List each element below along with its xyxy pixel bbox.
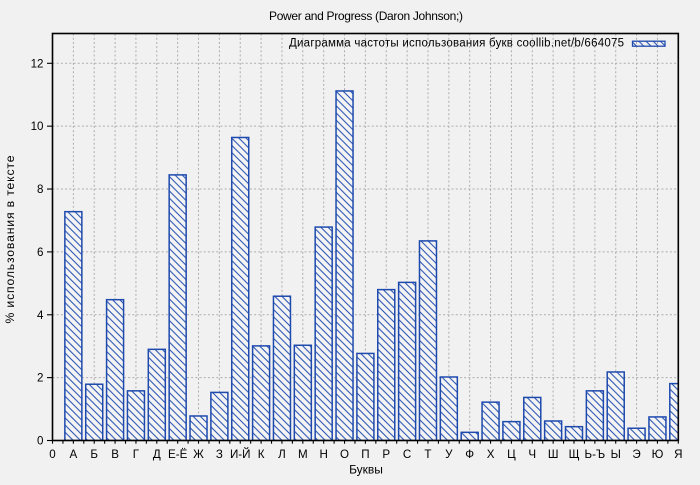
- svg-text:8: 8: [37, 183, 43, 196]
- svg-text:А: А: [69, 448, 77, 461]
- svg-text:Щ: Щ: [569, 448, 580, 461]
- svg-text:П: П: [361, 448, 369, 461]
- svg-text:Я: Я: [674, 448, 682, 461]
- svg-text:У: У: [445, 448, 453, 461]
- svg-text:Б: Б: [90, 448, 98, 461]
- svg-text:Диаграмма частоты использовани: Диаграмма частоты использования букв coo…: [289, 37, 624, 49]
- svg-text:Ч: Ч: [528, 448, 536, 461]
- svg-text:Л: Л: [278, 448, 286, 461]
- svg-text:% использования в тексте: % использования в тексте: [3, 155, 17, 323]
- svg-text:Ф: Ф: [465, 448, 474, 461]
- svg-text:М: М: [298, 448, 308, 461]
- svg-text:Ю: Ю: [652, 448, 664, 461]
- svg-text:Н: Н: [319, 448, 327, 461]
- svg-text:Е-Ё: Е-Ё: [168, 448, 188, 461]
- svg-text:Ц: Ц: [507, 448, 516, 461]
- svg-text:И-Й: И-Й: [230, 448, 251, 461]
- svg-text:Ы: Ы: [611, 448, 621, 461]
- svg-text:З: З: [216, 448, 223, 461]
- svg-text:Д: Д: [153, 448, 161, 461]
- svg-text:Ш: Ш: [548, 448, 559, 461]
- svg-text:0: 0: [37, 435, 43, 448]
- svg-text:О: О: [340, 448, 349, 461]
- svg-text:Х: Х: [487, 448, 495, 461]
- svg-text:10: 10: [31, 120, 44, 133]
- svg-text:12: 12: [31, 57, 44, 70]
- svg-text:Р: Р: [382, 448, 390, 461]
- svg-text:Ь-Ъ: Ь-Ъ: [585, 448, 606, 461]
- svg-text:4: 4: [37, 309, 44, 322]
- svg-text:2: 2: [37, 372, 43, 385]
- svg-text:6: 6: [37, 246, 43, 259]
- svg-text:Т: Т: [424, 448, 431, 461]
- svg-text:0: 0: [49, 448, 55, 461]
- svg-text:С: С: [403, 448, 411, 461]
- svg-text:К: К: [258, 448, 265, 461]
- svg-text:Буквы: Буквы: [349, 463, 383, 477]
- svg-text:Э: Э: [632, 448, 640, 461]
- svg-text:Г: Г: [133, 448, 140, 461]
- svg-text:Power and Progress (Daron John: Power and Progress (Daron Johnson;): [269, 9, 463, 23]
- svg-text:В: В: [111, 448, 119, 461]
- svg-text:Ж: Ж: [193, 448, 204, 461]
